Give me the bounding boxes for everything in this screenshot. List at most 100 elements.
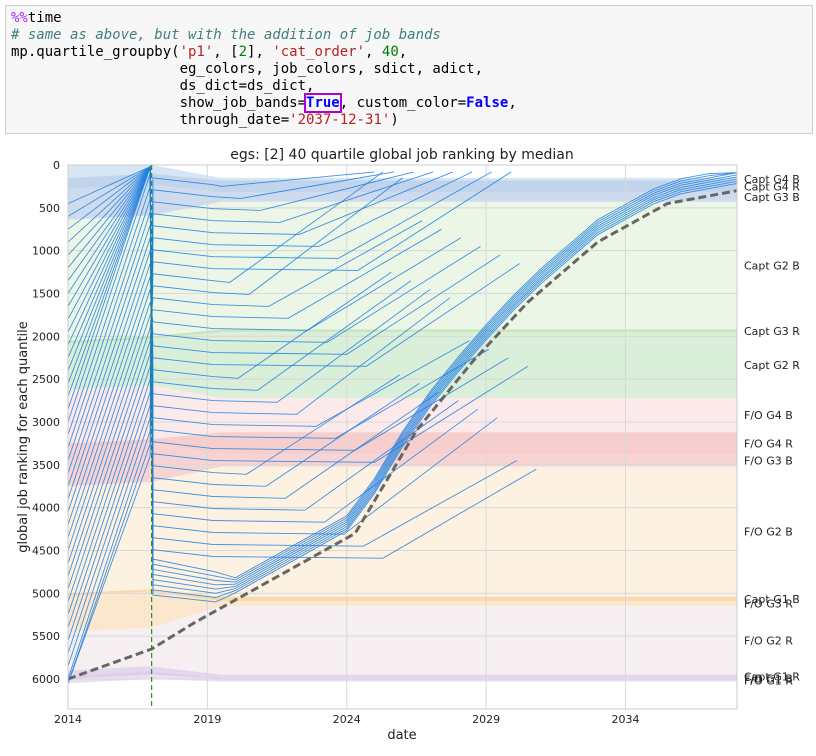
quantile-line xyxy=(67,165,738,583)
axes: 2014 2019 2024 2029 2034 0 500 1000 1500 2000 2500… xyxy=(32,159,640,726)
band-label: Capt G2 R xyxy=(744,359,800,372)
quantile-line xyxy=(67,165,537,559)
band-label: F/O G2 R xyxy=(744,635,793,648)
code-args: show_job_bands= xyxy=(11,95,307,111)
quantile-line xyxy=(67,228,442,564)
code-number: 2 xyxy=(238,44,248,60)
x-tick-label: 2024 xyxy=(333,713,361,726)
code-punct: , xyxy=(365,44,382,60)
x-tick-label: 2029 xyxy=(472,713,500,726)
code-string: 'cat_order' xyxy=(272,44,366,60)
band-label: Capt G4 B xyxy=(744,173,800,186)
band-label: F/O G3 R xyxy=(744,598,793,611)
job-band xyxy=(68,606,737,675)
code-punct: ], xyxy=(247,44,273,60)
quantile-line xyxy=(67,171,395,684)
quantile-line xyxy=(67,250,392,500)
quantile-line xyxy=(67,165,738,586)
quantile-line xyxy=(67,166,400,475)
job-band xyxy=(68,173,737,193)
band-label: Capt G3 B xyxy=(744,191,800,204)
band-label: Capt G3 R xyxy=(744,325,800,338)
quantile-line xyxy=(67,173,509,451)
quantile-line xyxy=(67,171,492,628)
y-tick-label: 4500 xyxy=(32,545,60,558)
band-label: F/O G3 B xyxy=(744,455,793,468)
code-args: through_date= xyxy=(11,112,290,128)
quantile-line xyxy=(67,220,423,577)
band-label: F/O G2 B xyxy=(744,526,793,539)
job-band xyxy=(68,329,737,344)
code-punct: , xyxy=(508,95,517,111)
quantile-line xyxy=(67,224,431,474)
quantile-line xyxy=(67,171,414,680)
quantile-line xyxy=(67,166,459,511)
job-band xyxy=(68,589,737,602)
quantile-line xyxy=(67,165,738,579)
quantile-line xyxy=(67,166,479,523)
median-line xyxy=(67,189,738,681)
y-tick-label: 3500 xyxy=(32,459,60,472)
quantile-line xyxy=(67,254,501,525)
job-band xyxy=(68,466,737,597)
quantile-line xyxy=(67,165,738,594)
code-args: , custom_color= xyxy=(339,95,467,111)
quantile-line xyxy=(67,165,738,590)
quantile-line xyxy=(67,263,520,513)
band-label: Capt G2 B xyxy=(744,260,800,273)
cell-magic: %% xyxy=(11,10,28,26)
y-tick-label: 1000 xyxy=(32,245,60,258)
code-keyword: False xyxy=(466,95,509,111)
band-label: Capt G1 R xyxy=(744,670,800,683)
x-tick-label: 2014 xyxy=(54,713,82,726)
quantile-line xyxy=(67,171,384,603)
y-tick-label: 5500 xyxy=(32,630,60,643)
highlighted-true-keyword: True xyxy=(304,93,342,113)
code-args: ds_dict=ds_dict, xyxy=(11,78,315,94)
y-tick-label: 500 xyxy=(39,202,60,215)
quantile-line xyxy=(67,165,738,581)
job-band xyxy=(68,666,737,679)
quantile-line xyxy=(67,171,453,654)
code-string: 'p1' xyxy=(179,44,214,60)
quantile-line xyxy=(67,237,412,487)
y-axis-label: global job ranking for each quantile xyxy=(16,321,31,553)
quantile-line xyxy=(67,211,451,461)
code-args: eg_colors, job_colors, sdict, adict, xyxy=(11,61,484,77)
code-call: mp.quartile_groupby( xyxy=(11,44,180,60)
cell-magic-cmd: time xyxy=(27,10,62,26)
quantile-line xyxy=(67,166,518,547)
y-tick-label: 1500 xyxy=(32,288,60,301)
y-tick-label: 5000 xyxy=(32,587,60,600)
quantile-line xyxy=(67,165,738,599)
quantile-line xyxy=(67,171,434,667)
quantile-line xyxy=(67,171,473,641)
y-tick-label: 2000 xyxy=(32,330,60,343)
band-label: F/O G4 B xyxy=(744,409,793,422)
y-tick-label: 4000 xyxy=(32,502,60,515)
band-label: Capt G1 B xyxy=(744,593,800,606)
band-label: F/O G1 B xyxy=(744,673,793,686)
band-label: F/O G1 R xyxy=(744,674,793,687)
code-string: '2037-12-31' xyxy=(289,112,391,128)
y-tick-label: 6000 xyxy=(32,673,60,686)
y-tick-label: 0 xyxy=(53,159,60,172)
job-band xyxy=(68,332,737,398)
quantile-line xyxy=(67,237,462,551)
y-tick-label: 3000 xyxy=(32,416,60,429)
y-tick-label: 2500 xyxy=(32,373,60,386)
code-comment: # same as above, but with the addition o… xyxy=(11,27,441,43)
quantile-line xyxy=(67,171,375,684)
x-axis-label: date xyxy=(387,728,416,743)
quantile-line xyxy=(67,166,439,499)
code-number: 40 xyxy=(381,44,399,60)
chart-title: egs: [2] 40 quartile global job ranking … xyxy=(230,147,573,163)
code-punct: , [ xyxy=(213,44,239,60)
code-cell[interactable]: %%time # same as above, but with the add… xyxy=(5,5,813,134)
code-text[interactable]: %%time # same as above, but with the add… xyxy=(11,10,517,129)
x-tick-label: 2019 xyxy=(193,713,221,726)
quantile-line xyxy=(67,177,403,590)
code-punct: ) xyxy=(390,112,399,128)
job-band xyxy=(68,184,737,220)
